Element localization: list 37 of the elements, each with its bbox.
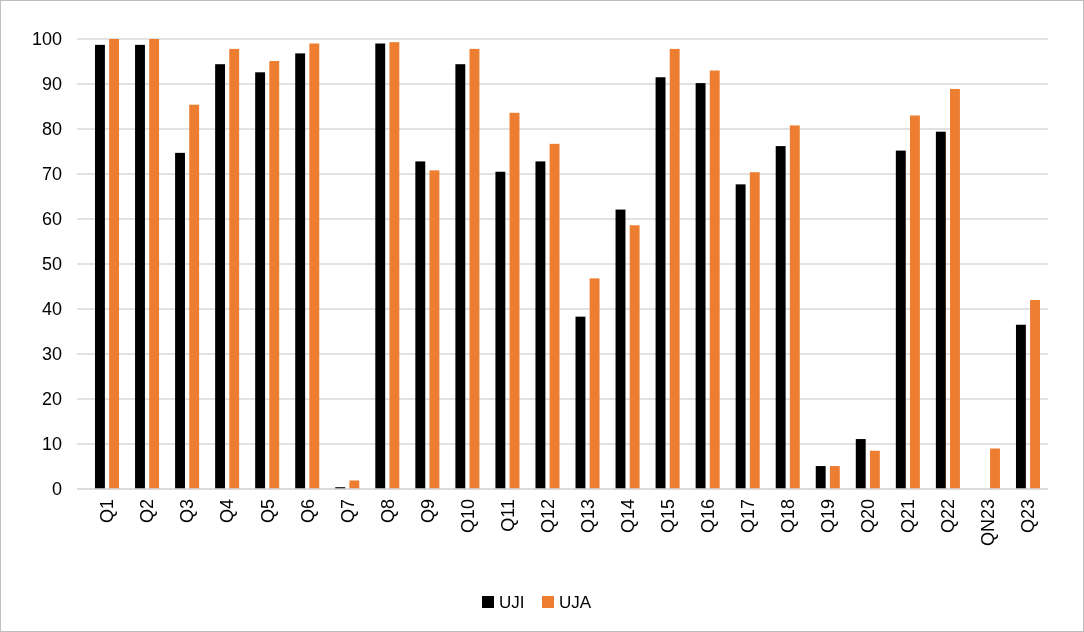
x-tick-label: Q8 <box>377 499 398 524</box>
x-tick-label: Q14 <box>617 499 638 534</box>
y-tick-label: 30 <box>41 344 62 365</box>
x-tick-label: Q21 <box>898 499 919 534</box>
y-tick-label: 20 <box>41 389 62 410</box>
x-tick-label: Q18 <box>778 499 799 534</box>
y-tick-label: 40 <box>41 299 62 320</box>
x-tick-label: Q2 <box>137 499 158 524</box>
legend-label: UJI <box>499 592 525 612</box>
y-tick-label: 10 <box>41 434 62 455</box>
x-tick-label: Q1 <box>97 499 118 524</box>
x-tick-label: Q6 <box>297 499 318 524</box>
x-tick-label: Q17 <box>737 499 758 534</box>
y-tick-label: 70 <box>41 164 62 185</box>
y-tick-label: 80 <box>41 119 62 140</box>
legend-label: UJA <box>559 592 592 612</box>
x-tick-label: Q15 <box>657 499 678 534</box>
x-tick-label: Q11 <box>497 499 518 532</box>
y-tick-label: 50 <box>41 254 62 275</box>
x-tick-label: Q5 <box>257 499 278 524</box>
y-tick-label: 60 <box>41 209 62 230</box>
x-tick-label: QN23 <box>978 499 999 547</box>
x-tick-label: Q3 <box>177 499 198 524</box>
x-tick-label: Q22 <box>938 499 959 534</box>
x-tick-label: Q9 <box>417 499 438 524</box>
x-tick-label: Q23 <box>1018 499 1039 534</box>
x-tick-label: Q20 <box>858 499 879 534</box>
x-tick-label: Q16 <box>697 499 718 534</box>
x-tick-label: Q12 <box>537 499 558 534</box>
x-tick-label: Q4 <box>217 499 238 524</box>
x-tick-label: Q10 <box>457 499 478 534</box>
x-tick-label: Q13 <box>577 499 598 534</box>
x-tick-label: Q19 <box>818 499 839 534</box>
y-tick-label: 100 <box>31 29 62 50</box>
y-tick-label: 0 <box>51 479 62 500</box>
x-tick-label: Q7 <box>337 499 358 524</box>
y-tick-label: 90 <box>41 74 62 95</box>
